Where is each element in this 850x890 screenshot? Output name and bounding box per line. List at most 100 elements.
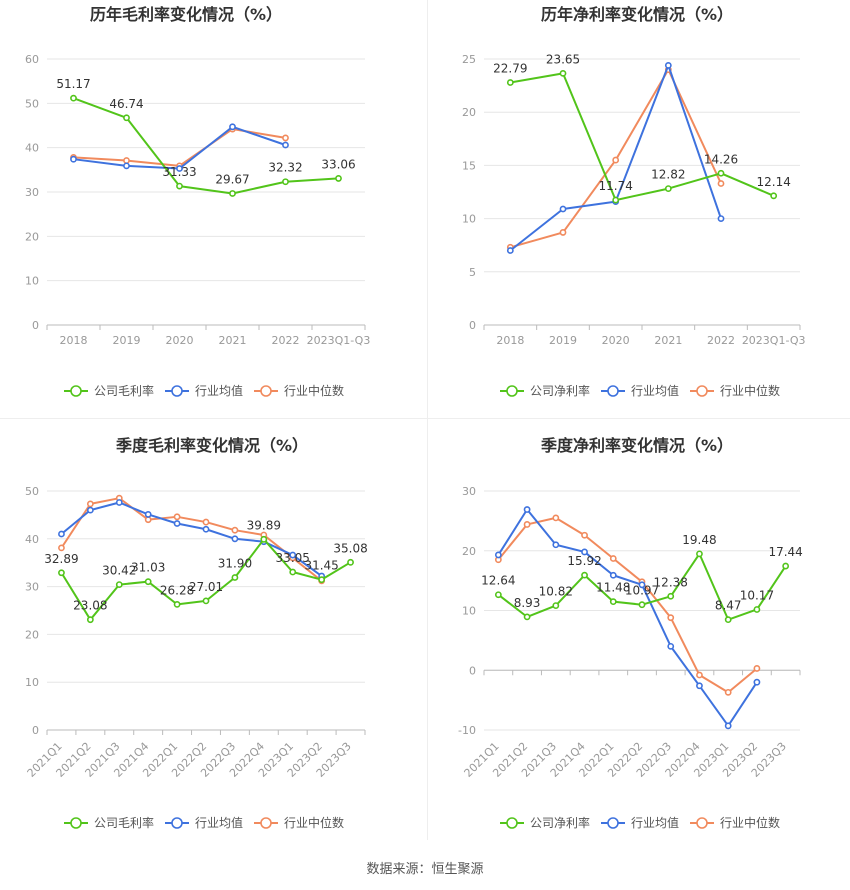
data-label: 32.32 xyxy=(268,161,302,175)
data-point-company xyxy=(86,616,94,624)
data-label: 11.48 xyxy=(596,581,630,595)
data-point-median xyxy=(667,614,675,622)
legend-label: 行业中位数 xyxy=(720,383,780,398)
legend-label: 行业均值 xyxy=(195,383,243,398)
data-point-median xyxy=(559,229,567,236)
y-tick-label: 0 xyxy=(469,664,476,677)
data-point-company xyxy=(115,581,123,588)
legend-label: 行业均值 xyxy=(631,815,679,830)
data-point-median xyxy=(552,514,560,522)
data-source-note: 数据来源：恒生聚源 xyxy=(366,862,484,877)
data-point-company xyxy=(202,597,210,605)
chart-3: 季度毛利率变化情况（%）010203040502021Q12021Q22021Q… xyxy=(25,436,368,830)
y-tick-label: 0 xyxy=(32,319,39,332)
data-point-avg xyxy=(667,642,675,650)
data-point-avg xyxy=(86,506,94,514)
data-point-company xyxy=(667,592,675,600)
data-point-company xyxy=(347,558,354,566)
data-point-median xyxy=(173,513,181,521)
legend-swatch-marker xyxy=(260,817,272,829)
horizontal-divider xyxy=(0,418,850,419)
data-point-company xyxy=(724,616,732,624)
data-point-company xyxy=(176,182,183,190)
data-label: 33.06 xyxy=(321,157,355,171)
x-tick-label: 2019 xyxy=(549,334,577,347)
y-tick-label: 25 xyxy=(462,53,476,66)
vertical-divider xyxy=(427,0,428,840)
x-tick-label: 2019 xyxy=(113,334,141,347)
y-tick-label: 0 xyxy=(469,319,476,332)
y-tick-label: 50 xyxy=(25,485,39,498)
series-line-median xyxy=(497,516,758,694)
legend-swatch-marker xyxy=(506,385,518,397)
data-label: 15.92 xyxy=(567,554,601,568)
legend-swatch-marker xyxy=(70,385,82,397)
data-label: 39.89 xyxy=(247,518,281,532)
legend-swatch-marker xyxy=(506,817,518,829)
data-point-company xyxy=(612,196,620,204)
data-point-avg xyxy=(664,61,672,69)
legend-swatch-marker xyxy=(260,385,272,397)
x-tick-label: 2023Q1-Q3 xyxy=(742,334,806,347)
data-point-avg xyxy=(173,520,181,527)
data-point-company xyxy=(282,178,289,186)
y-tick-label: 10 xyxy=(25,676,39,689)
data-point-median xyxy=(523,521,531,528)
y-tick-label: 20 xyxy=(25,230,39,243)
data-label: 14.26 xyxy=(704,152,738,166)
data-point-company xyxy=(770,192,778,200)
y-tick-label: 20 xyxy=(462,545,476,558)
chart-title: 历年净利率变化情况（%） xyxy=(541,5,733,24)
data-point-company xyxy=(782,562,790,570)
data-point-company xyxy=(229,190,236,197)
data-point-avg xyxy=(638,581,646,589)
data-label: 33.05 xyxy=(276,551,310,565)
data-point-median xyxy=(58,544,65,552)
data-point-company xyxy=(494,591,502,599)
data-point-median xyxy=(86,500,94,508)
data-label: 10.82 xyxy=(539,585,573,599)
legend-label: 公司净利率 xyxy=(530,815,590,830)
data-point-avg xyxy=(176,165,183,172)
legend-swatch-marker xyxy=(70,817,82,829)
data-point-avg xyxy=(506,247,514,254)
y-tick-label: 10 xyxy=(462,213,476,226)
data-point-company xyxy=(581,571,588,579)
data-label: 10.97 xyxy=(625,584,659,598)
data-label: 31.03 xyxy=(131,561,165,575)
data-point-avg xyxy=(70,155,77,163)
data-label: 12.14 xyxy=(756,175,790,189)
series-line-company xyxy=(510,72,775,202)
legend-label: 行业中位数 xyxy=(284,815,344,830)
y-tick-label: 30 xyxy=(462,485,476,498)
data-point-company xyxy=(664,185,672,192)
legend-label: 公司毛利率 xyxy=(94,383,154,398)
x-tick-label: 2022 xyxy=(707,334,735,347)
chart-2: 历年净利率变化情况（%） 0 5 10 15 20 25 2018 2019 2020 2021 20… xyxy=(462,5,806,398)
y-tick-label: 30 xyxy=(25,186,39,199)
data-point-avg xyxy=(724,722,732,730)
legend-label: 行业中位数 xyxy=(284,383,344,398)
y-tick-label: 5 xyxy=(469,266,476,279)
y-tick-label: 10 xyxy=(25,275,39,288)
y-tick-label: 15 xyxy=(462,159,476,172)
y-tick-label: 40 xyxy=(25,533,39,546)
data-point-company xyxy=(173,600,181,608)
data-point-company xyxy=(506,79,514,86)
data-point-avg xyxy=(559,205,567,213)
series-line-avg xyxy=(497,508,758,727)
data-label: 31.45 xyxy=(304,559,338,573)
data-point-avg xyxy=(202,525,210,533)
legend-label: 行业均值 xyxy=(631,383,679,398)
data-label: 11.74 xyxy=(598,179,632,193)
series-line-median xyxy=(60,497,323,582)
data-label: 8.93 xyxy=(514,596,541,610)
data-label: 23.08 xyxy=(73,599,107,613)
y-tick-label: 30 xyxy=(25,581,39,594)
y-tick-label: 50 xyxy=(25,97,39,110)
chart-1: 历年毛利率变化情况（%） 0 10 20 30 40 50 60 2018 2019 2020 202… xyxy=(25,5,370,398)
data-point-avg xyxy=(494,551,502,559)
data-point-median xyxy=(717,180,725,187)
data-point-company xyxy=(335,175,342,182)
data-point-company xyxy=(609,598,617,606)
